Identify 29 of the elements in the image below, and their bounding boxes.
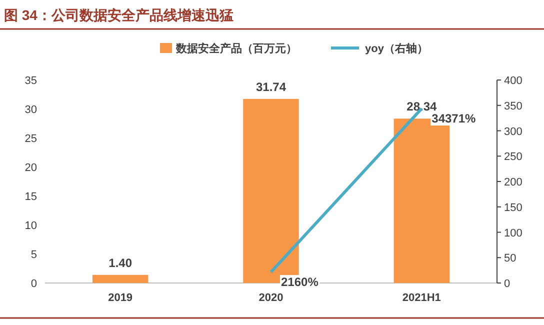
data-label: 1.40 <box>108 256 132 270</box>
y-tick-label: 5 <box>30 249 37 261</box>
y2-tick-label: 100 <box>504 227 522 240</box>
bar <box>92 274 148 283</box>
chart-title: 图 34：公司数据安全产品线增速迅猛 <box>4 7 234 23</box>
y2-tick-label: 250 <box>504 151 522 164</box>
data-label: 2160% <box>281 275 319 290</box>
legend-label: 数据安全产品（百万元） <box>175 42 297 55</box>
x-tick-label: 2020 <box>258 292 284 304</box>
y2-tick-label: 50 <box>504 252 516 265</box>
data-label: 28.34 <box>406 100 438 114</box>
y-tick-label: 25 <box>24 133 37 145</box>
y-tick-label: 35 <box>24 75 37 87</box>
y-tick-label: 10 <box>24 220 37 232</box>
y2-tick-label: 400 <box>504 75 522 87</box>
x-tick-label: 2021H1 <box>402 292 441 304</box>
y2-tick-label: 300 <box>504 126 522 138</box>
data-label: 34371% <box>432 112 476 126</box>
y-tick-label: 0 <box>30 278 37 290</box>
y2-tick-label: 150 <box>504 202 522 214</box>
data-label: 31.74 <box>256 80 286 94</box>
x-tick-label: 2019 <box>108 292 133 304</box>
legend-label: yoy（右轴） <box>365 42 428 55</box>
y2-tick-label: 350 <box>504 100 522 112</box>
y-tick-label: 20 <box>24 162 37 174</box>
y-tick-label: 30 <box>24 104 37 116</box>
y2-tick-label: 200 <box>504 176 522 188</box>
y-tick-label: 15 <box>24 191 37 203</box>
y2-tick-label: 0 <box>504 278 510 290</box>
